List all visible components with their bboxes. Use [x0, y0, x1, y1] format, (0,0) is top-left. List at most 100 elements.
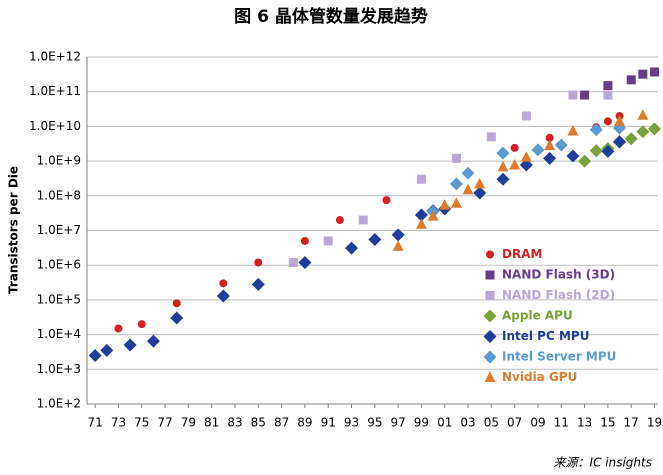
data-point [146, 334, 160, 348]
legend-marker [485, 291, 495, 300]
y-tick-label: 1.0E+12 [29, 50, 81, 64]
source-note: 来源：IC insights [554, 456, 652, 470]
data-point [603, 90, 613, 100]
data-point [601, 144, 615, 158]
data-point [578, 154, 592, 168]
data-point [345, 241, 359, 255]
data-point [358, 215, 368, 225]
x-tick-label: 95 [367, 416, 382, 430]
legend-label: DRAM [502, 247, 542, 261]
data-point [461, 166, 475, 180]
legend-label: Apple APU [502, 309, 573, 323]
data-point [543, 151, 557, 165]
data-point [497, 160, 509, 172]
data-point [614, 115, 626, 126]
x-tick-label: 03 [460, 416, 475, 430]
data-point [449, 177, 463, 191]
x-tick-label: 17 [624, 416, 639, 430]
data-point [114, 324, 123, 333]
x-tick-label: 85 [251, 416, 266, 430]
data-point [415, 218, 427, 229]
y-tick-label: 1.0E+7 [37, 223, 81, 237]
data-point [100, 343, 114, 357]
data-point [520, 151, 532, 162]
x-tick-label: 77 [157, 416, 172, 430]
data-point [519, 158, 533, 172]
y-tick-label: 1.0E+6 [37, 258, 81, 272]
data-point [451, 153, 461, 163]
x-tick-label: 83 [227, 416, 242, 430]
data-point [335, 216, 344, 225]
x-tick-label: 97 [390, 416, 405, 430]
data-point [88, 348, 102, 362]
x-tick-label: 73 [111, 416, 126, 430]
x-tick-label: 11 [554, 416, 569, 430]
data-point [298, 255, 312, 269]
chart-title: 图 6 晶体管数量发展趋势 [234, 6, 428, 27]
data-point [219, 279, 228, 288]
x-tick-label: 09 [530, 416, 545, 430]
data-point [567, 124, 579, 136]
data-point [414, 208, 428, 222]
data-point [439, 199, 451, 210]
data-point [462, 183, 474, 195]
x-tick-label: 75 [134, 416, 149, 430]
y-tick-label: 1.0E+3 [37, 362, 81, 376]
y-tick-label: 1.0E+4 [37, 327, 81, 341]
data-point [613, 135, 627, 149]
y-tick-label: 1.0E+5 [37, 292, 81, 306]
data-point [531, 143, 545, 157]
data-point [251, 277, 265, 291]
data-point [648, 122, 662, 136]
data-point [603, 117, 612, 126]
legend-label: Intel Server MPU [502, 350, 616, 364]
x-tick-label: 91 [321, 416, 336, 430]
data-point [137, 320, 146, 329]
legend-label: Nvidia GPU [502, 370, 577, 384]
data-point [300, 236, 309, 245]
legend-label: Intel PC MPU [502, 329, 589, 343]
legend-marker [483, 330, 497, 343]
legend-label: NAND Flash (3D) [502, 268, 615, 282]
data-point [624, 132, 638, 146]
data-point [589, 123, 603, 137]
y-tick-label: 1.0E+9 [37, 154, 81, 168]
legend-marker [483, 350, 497, 364]
data-point [427, 210, 439, 221]
y-tick-label: 1.0E+2 [37, 397, 81, 411]
x-tick-label: 13 [577, 416, 592, 430]
data-point [382, 196, 391, 205]
y-tick-label: 1.0E+10 [29, 119, 81, 133]
data-point [416, 174, 426, 184]
x-tick-label: 01 [437, 416, 452, 430]
y-tick-label: 1.0E+8 [37, 188, 81, 202]
data-point [486, 132, 496, 142]
x-tick-label: 19 [647, 416, 662, 430]
data-point [650, 67, 660, 77]
data-point [496, 146, 510, 160]
data-point [638, 69, 648, 79]
data-point [450, 197, 462, 208]
data-point [544, 139, 556, 151]
legend-marker [484, 371, 496, 382]
data-point [510, 143, 519, 152]
data-point [554, 138, 568, 152]
x-tick-label: 93 [344, 416, 359, 430]
data-point [603, 81, 613, 91]
data-point [254, 258, 263, 267]
data-point [123, 338, 137, 352]
data-point [496, 172, 510, 186]
data-point [392, 240, 404, 251]
data-point [216, 289, 230, 303]
data-point [323, 236, 333, 246]
data-point [566, 149, 580, 163]
data-point [589, 144, 603, 158]
legend-marker [486, 250, 494, 259]
x-tick-label: 15 [600, 416, 615, 430]
x-tick-label: 89 [297, 416, 312, 430]
legend-marker [483, 309, 497, 323]
data-point [580, 90, 590, 100]
data-point [509, 159, 521, 170]
data-point [637, 109, 649, 120]
